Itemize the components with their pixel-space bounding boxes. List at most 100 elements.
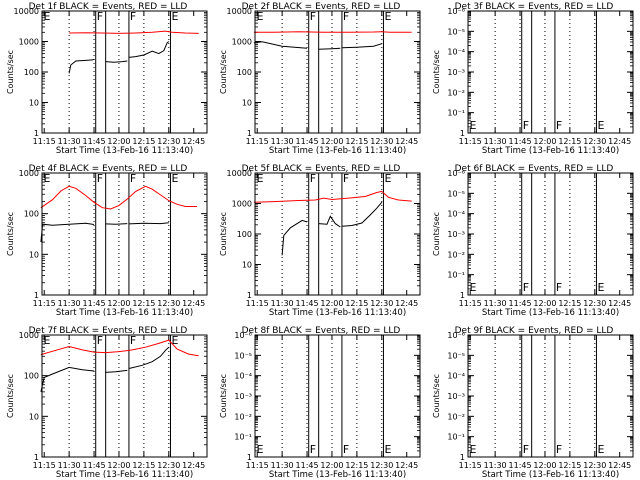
y-tick-label: 10⁻³ xyxy=(447,68,465,77)
plot-frame xyxy=(467,334,634,458)
x-tick-label: 12:00 xyxy=(533,461,556,470)
lld-series-line xyxy=(69,30,199,34)
x-tick-label: 12:45 xyxy=(608,461,631,470)
x-tick-label: 12:45 xyxy=(395,137,418,146)
panel-title: Det 3f BLACK = Events, RED = LLD xyxy=(455,2,614,12)
x-tick-label: 12:00 xyxy=(320,137,343,146)
event-marker-label: F xyxy=(97,334,103,347)
x-tick-label: 12:00 xyxy=(533,299,556,308)
event-marker-label: E xyxy=(384,443,391,456)
event-marker-label: F xyxy=(97,10,103,23)
x-tick-label: 12:15 xyxy=(558,137,581,146)
x-tick-label: 12:00 xyxy=(107,461,130,470)
x-tick-label: 12:45 xyxy=(182,299,205,308)
x-tick-label: 11:45 xyxy=(509,137,532,146)
y-tick-label: 1 xyxy=(34,291,39,300)
panel-title: Det 7f BLACK = Events, RED = LLD xyxy=(29,326,188,336)
x-tick-label: 12:15 xyxy=(132,461,155,470)
events-series-line xyxy=(105,60,128,63)
event-marker-label: F xyxy=(556,443,562,456)
event-marker-label: F xyxy=(523,281,529,294)
event-marker-label: F xyxy=(556,119,562,132)
events-series-line xyxy=(40,366,95,392)
y-tick-label: 10⁻⁵ xyxy=(447,27,465,36)
y-tick-label: 10⁻⁶ xyxy=(447,331,465,340)
y-tick-label: 100 xyxy=(237,230,252,239)
y-tick-label: 10⁻⁵ xyxy=(447,189,465,198)
panel-title: Det 2f BLACK = Events, RED = LLD xyxy=(242,2,401,12)
x-tick-label: 12:00 xyxy=(320,299,343,308)
plot-frame xyxy=(41,334,208,458)
events-series-line xyxy=(128,222,169,225)
x-axis-label: Start Time (13-Feb-16 11:13:40) xyxy=(269,470,406,480)
y-axis-label: Counts/sec xyxy=(219,374,228,418)
x-tick-label: 12:45 xyxy=(182,137,205,146)
x-tick-label: 12:30 xyxy=(370,137,393,146)
event-marker-label: E xyxy=(470,443,477,456)
x-tick-label: 12:30 xyxy=(583,299,606,308)
detector-panel-6: Det 6f BLACK = Events, RED = LLD Counts/s… xyxy=(432,164,634,318)
y-tick-label: 10⁻⁶ xyxy=(447,7,465,16)
y-tick-label: 1 xyxy=(34,129,39,138)
x-tick-label: 12:30 xyxy=(583,137,606,146)
event-marker-label: F xyxy=(310,172,316,185)
event-marker-label: E xyxy=(597,119,604,132)
x-tick-label: 11:15 xyxy=(246,299,269,308)
x-axis-label: Start Time (13-Feb-16 11:13:40) xyxy=(482,308,619,318)
y-tick-label: 1000 xyxy=(232,200,252,209)
y-tick-label: 1000 xyxy=(19,331,39,340)
y-tick-label: 10000 xyxy=(227,169,252,178)
event-marker-label: F xyxy=(310,10,316,23)
x-tick-label: 11:30 xyxy=(271,299,294,308)
y-axis-label: Counts/sec xyxy=(219,50,228,94)
x-tick-label: 12:30 xyxy=(157,137,180,146)
x-axis-label: Start Time (13-Feb-16 11:13:40) xyxy=(482,470,619,480)
event-marker-label: F xyxy=(130,172,136,185)
x-tick-label: 11:15 xyxy=(33,137,56,146)
event-marker-label: E xyxy=(257,172,264,185)
panel-title: Det 1f BLACK = Events, RED = LLD xyxy=(29,2,188,12)
x-tick-label: 11:30 xyxy=(58,137,81,146)
y-axis-label: Counts/sec xyxy=(6,374,15,418)
lld-series-line xyxy=(40,185,197,210)
event-marker-label: E xyxy=(257,10,264,23)
y-tick-label: 10⁻¹ xyxy=(447,109,465,118)
y-tick-label: 100 xyxy=(24,68,39,77)
event-marker-label: E xyxy=(44,10,51,23)
x-tick-label: 12:15 xyxy=(132,299,155,308)
x-axis-label: Start Time (13-Feb-16 11:13:40) xyxy=(269,308,406,318)
y-tick-label: 10⁻⁴ xyxy=(234,372,252,381)
event-marker-label: F xyxy=(343,443,349,456)
event-marker-label: E xyxy=(257,443,264,456)
y-tick-label: 10⁻⁶ xyxy=(234,331,252,340)
detector-panel-9: Det 9f BLACK = Events, RED = LLD Counts/s… xyxy=(432,326,634,480)
x-tick-label: 12:30 xyxy=(370,299,393,308)
plot-frame xyxy=(41,172,208,296)
event-marker-label: F xyxy=(556,281,562,294)
x-tick-label: 12:30 xyxy=(583,461,606,470)
x-tick-label: 12:45 xyxy=(395,461,418,470)
x-tick-label: 11:45 xyxy=(509,461,532,470)
y-tick-label: 10⁻⁵ xyxy=(447,351,465,360)
x-tick-label: 11:30 xyxy=(484,137,507,146)
y-tick-label: 10 xyxy=(29,412,39,421)
x-tick-label: 11:30 xyxy=(271,461,294,470)
y-tick-label: 10⁻⁴ xyxy=(447,210,465,219)
x-tick-label: 12:30 xyxy=(157,299,180,308)
x-tick-label: 12:30 xyxy=(157,461,180,470)
y-tick-label: 10⁻⁴ xyxy=(447,372,465,381)
x-tick-label: 12:00 xyxy=(533,137,556,146)
x-tick-label: 11:45 xyxy=(83,299,106,308)
x-tick-label: 11:30 xyxy=(58,461,81,470)
event-marker-label: F xyxy=(523,119,529,132)
event-marker-label: E xyxy=(470,119,477,132)
y-tick-label: 10⁻⁵ xyxy=(234,351,252,360)
y-tick-label: 1 xyxy=(247,453,252,462)
y-tick-label: 1 xyxy=(460,453,465,462)
y-tick-label: 10⁻² xyxy=(447,412,465,421)
x-tick-label: 12:15 xyxy=(345,299,368,308)
y-tick-label: 10⁻³ xyxy=(447,230,465,239)
x-tick-label: 12:45 xyxy=(182,461,205,470)
y-axis-label: Counts/sec xyxy=(432,212,441,256)
